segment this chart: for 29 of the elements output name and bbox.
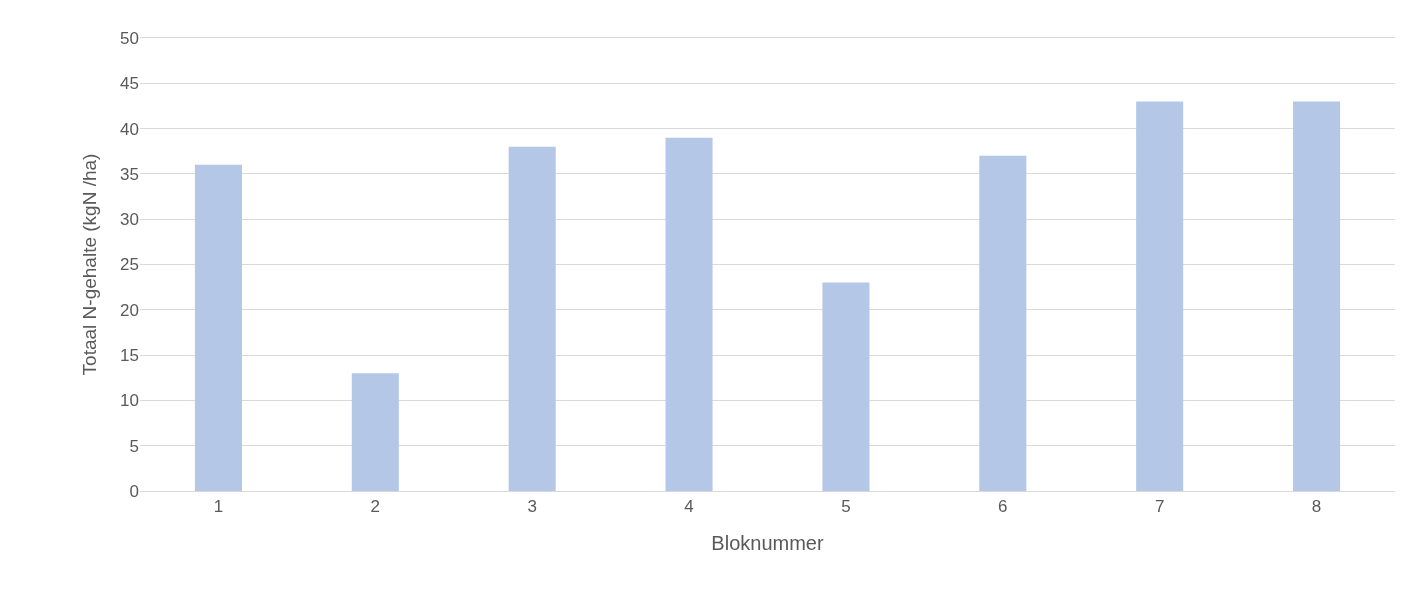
y-tick-label: 25 — [120, 255, 139, 275]
bar — [508, 146, 556, 491]
x-tick-label: 1 — [213, 497, 224, 517]
x-tick-label: 8 — [1311, 497, 1322, 517]
x-tick-label: 3 — [527, 497, 537, 517]
y-tick-label: 5 — [129, 436, 139, 456]
x-tick-label: 7 — [1154, 497, 1165, 517]
y-tick-label: 15 — [120, 346, 139, 366]
x-tick-label: 5 — [841, 497, 851, 517]
x-tick-label: 4 — [684, 497, 694, 517]
y-axis-title: Totaal N-gehalte (kgN /ha) — [78, 153, 100, 376]
y-tick-label: 35 — [120, 164, 139, 184]
bar — [979, 155, 1027, 491]
y-tick-label: 20 — [120, 300, 139, 320]
bar — [1136, 101, 1184, 491]
bar — [351, 373, 399, 491]
bar — [194, 164, 242, 491]
x-tick-label: 6 — [998, 497, 1008, 517]
y-tick-label: 10 — [120, 391, 139, 411]
x-tick-label: 2 — [370, 497, 381, 517]
y-tick-label: 45 — [120, 74, 139, 94]
y-tick-label: 50 — [120, 28, 139, 48]
y-tick-label: 0 — [129, 481, 139, 501]
bar — [1293, 101, 1341, 491]
bar — [665, 137, 713, 491]
y-tick-label: 40 — [120, 119, 139, 139]
x-axis-title: Bloknummer — [711, 531, 824, 554]
bar — [822, 282, 870, 491]
y-tick-label: 30 — [120, 210, 139, 230]
